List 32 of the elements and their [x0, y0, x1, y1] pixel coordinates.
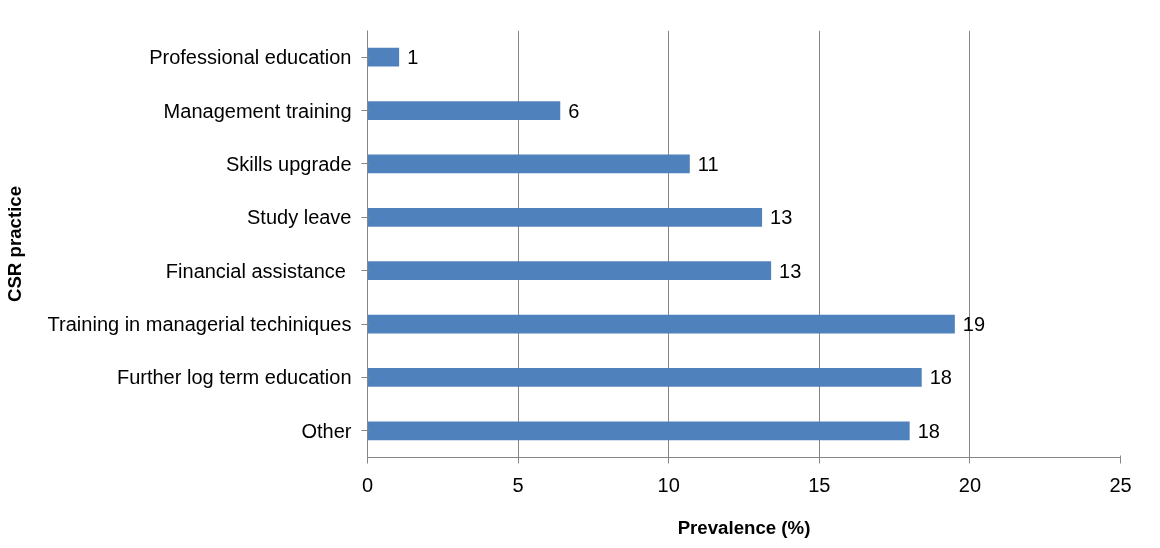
y-tick-label: Study leave: [246, 206, 352, 229]
data-label: 13: [779, 259, 802, 282]
bar: [367, 421, 910, 441]
y-axis-title: CSR practice: [3, 185, 25, 303]
x-tick-label: 20: [958, 473, 982, 496]
x-tick-label: 0: [361, 473, 374, 496]
data-label: 6: [568, 99, 580, 122]
bar: [367, 207, 763, 227]
bar: [367, 101, 561, 120]
data-label: 11: [697, 152, 719, 175]
y-tick-label: Management training: [163, 99, 352, 122]
y-tick-label: Skills upgrade: [225, 152, 352, 175]
x-tick-label: 25: [1109, 473, 1132, 496]
bar: [367, 47, 400, 67]
data-label: 19: [962, 313, 986, 336]
x-tick-label: 5: [512, 473, 524, 496]
data-label: 18: [917, 419, 940, 442]
x-axis-title: Prevalence (%): [677, 516, 811, 538]
data-label: 13: [770, 206, 793, 229]
y-tick-label: Professional education: [149, 46, 352, 69]
y-tick-label: Further log term education: [116, 366, 352, 389]
bar: [367, 314, 955, 334]
y-tick-label: Training in managerial techiniques: [47, 313, 352, 336]
y-tick-label: Other: [301, 419, 352, 442]
x-tick-label: 15: [808, 473, 831, 496]
bar: [367, 154, 690, 174]
x-tick-label: 10: [657, 473, 680, 496]
data-label: 18: [929, 366, 952, 389]
y-tick-label: Financial assistance: [165, 259, 346, 282]
bar: [367, 368, 922, 387]
data-label: 1: [407, 46, 419, 69]
bar: [367, 261, 772, 281]
